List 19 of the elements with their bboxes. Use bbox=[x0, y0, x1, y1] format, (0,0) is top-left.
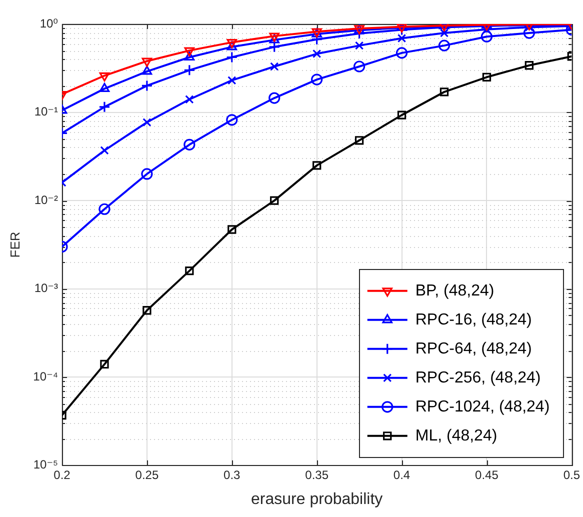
y-tick-label: 10⁻⁴ bbox=[33, 369, 58, 384]
y-axis-title: FER bbox=[7, 232, 22, 258]
legend-label: RPC-16, (48,24) bbox=[415, 311, 532, 328]
legend-label: BP, (48,24) bbox=[415, 282, 494, 300]
x-tick-label: 0.45 bbox=[475, 468, 499, 482]
y-tick-label: 10⁻² bbox=[34, 192, 58, 207]
legend-label: ML, (48,24) bbox=[415, 427, 498, 444]
x-axis-title: erasure probability bbox=[251, 490, 383, 508]
x-tick-label: 0.25 bbox=[135, 468, 159, 482]
y-tick-label: 10⁰ bbox=[40, 16, 58, 30]
y-tick-label: 10⁻³ bbox=[34, 281, 58, 296]
legend-label: RPC-1024, (48,24) bbox=[415, 398, 550, 416]
x-tick-label: 0.35 bbox=[305, 468, 329, 482]
y-tick-label: 10⁻¹ bbox=[34, 104, 58, 119]
x-tick-label: 0.5 bbox=[563, 468, 580, 482]
legend-label: RPC-256, (48,24) bbox=[415, 369, 541, 386]
x-tick-label: 0.3 bbox=[224, 468, 241, 482]
legend-label: RPC-64, (48,24) bbox=[415, 340, 532, 358]
x-tick-label: 0.4 bbox=[393, 468, 410, 482]
